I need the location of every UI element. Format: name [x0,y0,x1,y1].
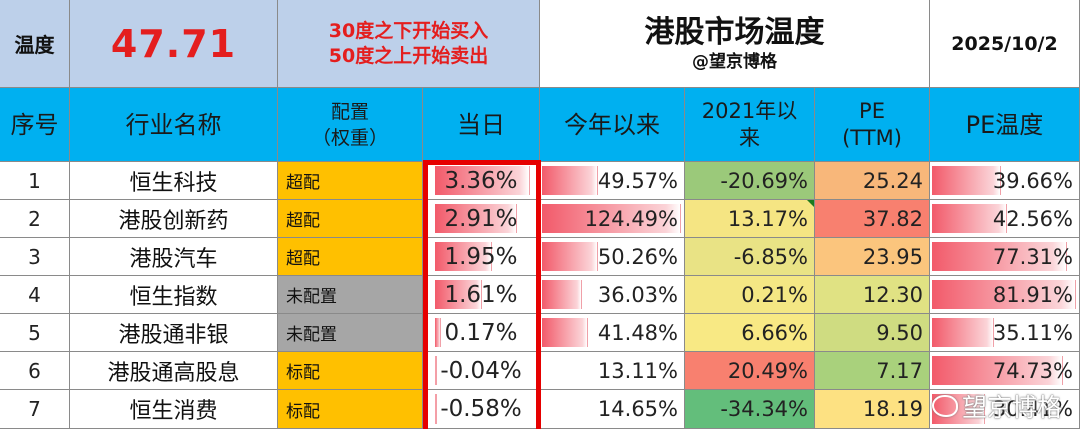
row-index: 4 [0,276,70,314]
today-bar [435,166,530,195]
row-today-change: 1.95% [423,238,540,276]
row-allocation: 未配置 [278,276,423,314]
row-since-2021-change: 6.66% [685,314,815,352]
row-pe-ttm: 25.24 [815,162,930,200]
row-index: 1 [0,162,70,200]
cell-comment-marker [807,200,814,207]
row-ytd-change: 14.65% [540,390,685,429]
buy-note: 30度之下开始买入 [328,19,489,42]
row-industry-name: 港股汽车 [70,238,278,276]
watermark-text: 望京博格 [962,393,1063,422]
row-index: 5 [0,314,70,352]
row-pe-temperature: 74.73% [930,352,1080,390]
row-ytd-change: 13.11% [540,352,685,390]
temperature-value: 47.71 [70,0,278,88]
buy-sell-note: 30度之下开始买入 50度之上开始卖出 [278,0,540,88]
row-allocation: 超配 [278,238,423,276]
header-index: 序号 [0,88,70,162]
row-pe-ttm: 9.50 [815,314,930,352]
temperature-label: 温度 [0,0,70,88]
row-industry-name: 港股通高股息 [70,352,278,390]
row-pe-temperature: 81.91% [930,276,1080,314]
row-index: 2 [0,200,70,238]
row-allocation: 未配置 [278,314,423,352]
row-ytd-change: 36.03% [540,276,685,314]
row-pe-ttm: 23.95 [815,238,930,276]
pe-temp-bar [932,280,1076,309]
row-pe-ttm: 18.19 [815,390,930,429]
header-ytd: 今年以来 [540,88,685,162]
row-industry-name: 港股创新药 [70,200,278,238]
header-pe: PE (TTM) [815,88,930,162]
row-today-change: 1.61% [423,276,540,314]
row-industry-name: 恒生消费 [70,390,278,429]
today-bar [435,280,483,309]
ytd-bar [542,318,588,347]
row-index: 6 [0,352,70,390]
row-industry-name: 恒生指数 [70,276,278,314]
title-text: 港股市场温度 [644,14,825,50]
sell-note: 50度之上开始卖出 [328,44,489,67]
row-allocation: 标配 [278,352,423,390]
pe-temp-bar [932,242,1068,271]
row-pe-temperature: 77.31% [930,238,1080,276]
ytd-bar [542,166,598,195]
header-allocation: 配置 （权重） [278,88,423,162]
row-ytd-change: 49.57% [540,162,685,200]
row-industry-name: 恒生科技 [70,162,278,200]
row-since-2021-change: 13.17% [685,200,815,238]
today-bar [435,242,492,271]
row-today-change: 3.36% [423,162,540,200]
ytd-bar [542,204,681,233]
row-since-2021-change: -20.69% [685,162,815,200]
row-pe-ttm: 12.30 [815,276,930,314]
row-pe-ttm: 37.82 [815,200,930,238]
header-name: 行业名称 [70,88,278,162]
row-since-2021-change: 0.21% [685,276,815,314]
row-since-2021-change: -6.85% [685,238,815,276]
row-ytd-change: 41.48% [540,314,685,352]
row-since-2021-change: -34.34% [685,390,815,429]
row-today-change: 0.17% [423,314,540,352]
today-bar [435,356,437,385]
row-allocation: 标配 [278,390,423,429]
pe-temp-bar [932,356,1064,385]
row-today-change: 2.91% [423,200,540,238]
row-pe-temperature: 35.11% [930,314,1080,352]
row-industry-name: 港股通非银 [70,314,278,352]
row-today-change: -0.04% [423,352,540,390]
date-label: 2025/10/2 [930,0,1080,88]
ytd-bar [542,242,598,271]
today-bar [435,394,437,424]
pe-temp-bar [932,204,1007,233]
header-today: 当日 [423,88,540,162]
header-since-2021: 2021年以 来 [685,88,815,162]
row-ytd-change: 50.26% [540,238,685,276]
row-pe-temperature: 42.56% [930,200,1080,238]
row-allocation: 超配 [278,162,423,200]
page-title: 港股市场温度 @望京博格 [540,0,930,88]
today-bar [435,318,442,347]
watermark: 望京博格 [932,388,1062,424]
row-ytd-change: 124.49% [540,200,685,238]
row-index: 7 [0,390,70,429]
header-pe-temperature: PE温度 [930,88,1080,162]
pe-temp-bar [932,166,1002,195]
ytd-bar [542,280,583,309]
row-since-2021-change: 20.49% [685,352,815,390]
row-index: 3 [0,238,70,276]
author-text: @望京博格 [692,51,777,72]
pe-temp-bar [932,318,994,347]
row-pe-ttm: 7.17 [815,352,930,390]
today-bar [435,204,518,233]
row-today-change: -0.58% [423,390,540,429]
weibo-icon [932,395,958,417]
row-allocation: 超配 [278,200,423,238]
row-pe-temperature: 39.66% [930,162,1080,200]
